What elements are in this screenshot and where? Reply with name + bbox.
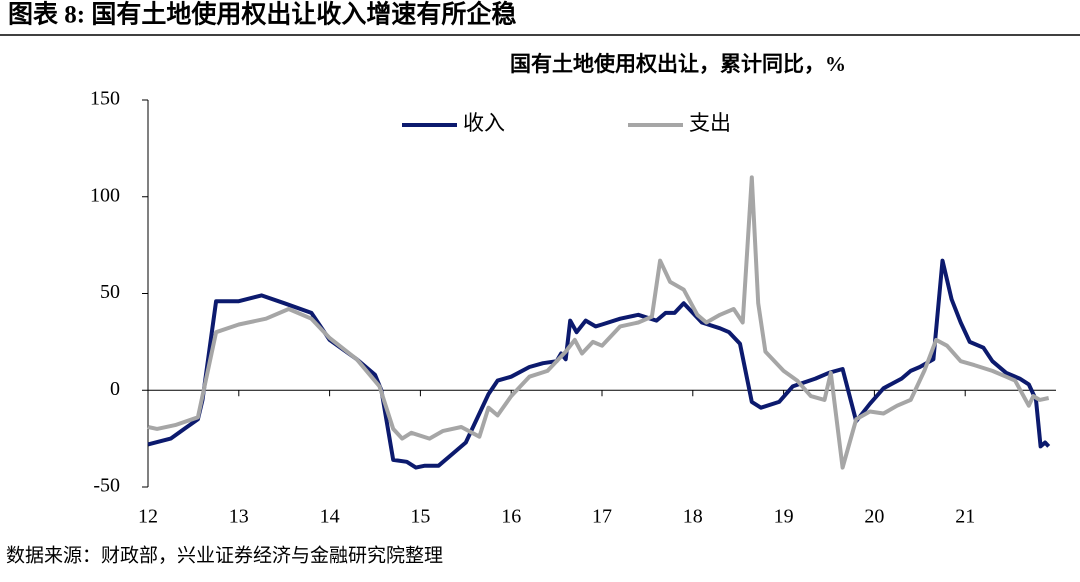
x-tick-label: 15 bbox=[410, 506, 430, 528]
x-tick-label: 21 bbox=[955, 506, 975, 528]
x-tick-label: 18 bbox=[683, 506, 703, 528]
chart-title: 图表 8: 国有土地使用权出让收入增速有所企稳 bbox=[8, 0, 516, 29]
x-tick-label: 20 bbox=[864, 506, 884, 528]
y-tick-label: 150 bbox=[90, 88, 120, 110]
y-tick-label: 50 bbox=[100, 281, 120, 303]
x-tick-label: 19 bbox=[774, 506, 794, 528]
x-tick-label: 13 bbox=[229, 506, 249, 528]
y-tick-label: -50 bbox=[93, 475, 120, 497]
series-line bbox=[147, 175, 1050, 470]
series-line bbox=[147, 258, 1051, 470]
y-tick-label: 100 bbox=[90, 184, 120, 206]
y-tick-label: 0 bbox=[110, 378, 120, 400]
subtitle: 国有土地使用权出让，累计同比，% bbox=[510, 52, 846, 76]
legend-label: 支出 bbox=[689, 111, 731, 135]
source-note: 数据来源：财政部，兴业证券经济与金融研究院整理 bbox=[6, 544, 443, 566]
legend-label: 收入 bbox=[463, 111, 505, 135]
x-tick-label: 17 bbox=[592, 506, 612, 528]
x-tick-label: 12 bbox=[138, 506, 158, 528]
x-tick-label: 16 bbox=[501, 506, 521, 528]
x-tick-label: 14 bbox=[320, 506, 340, 528]
